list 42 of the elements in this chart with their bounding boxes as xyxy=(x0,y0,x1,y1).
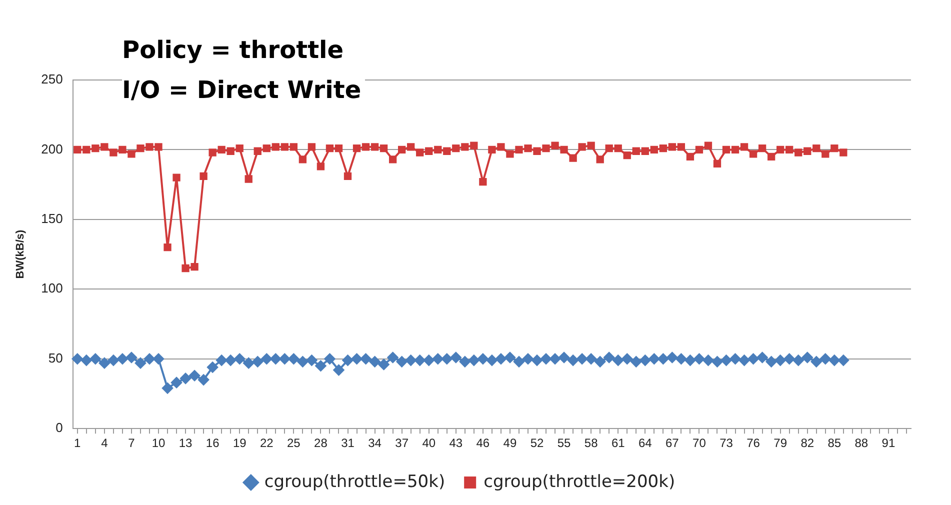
y-tick-label: 50 xyxy=(48,350,63,366)
x-tick-label: 73 xyxy=(720,436,734,450)
x-tick-label: 19 xyxy=(232,436,247,450)
x-tick-label: 91 xyxy=(882,436,896,450)
y-tick-label: 0 xyxy=(56,420,63,436)
x-tick-label: 4 xyxy=(101,436,108,450)
chart-subtitle: I/O = Direct Write xyxy=(122,70,366,110)
x-tick-label: 10 xyxy=(152,436,166,450)
x-tick-label: 13 xyxy=(178,436,193,450)
x-tick-label: 70 xyxy=(692,436,706,450)
y-axis-title: BW(kB/s) xyxy=(14,230,27,279)
x-tick-label: 52 xyxy=(530,436,544,450)
x-tick-label: 28 xyxy=(314,436,328,450)
x-tick-label: 37 xyxy=(395,436,409,450)
x-tick-label: 25 xyxy=(287,436,301,450)
x-tick-label: 88 xyxy=(854,436,868,450)
x-tick-label: 31 xyxy=(341,436,355,450)
y-tick-label: 200 xyxy=(41,141,63,156)
x-tick-label: 49 xyxy=(503,436,517,450)
legend-label: cgroup(throttle=50k) xyxy=(264,472,446,492)
x-tick-label: 79 xyxy=(774,436,788,450)
x-tick-label: 16 xyxy=(206,436,220,450)
x-tick-label: 82 xyxy=(800,436,814,450)
x-tick-label: 40 xyxy=(422,436,436,450)
x-tick-label: 61 xyxy=(611,436,626,450)
x-tick-label: 85 xyxy=(828,436,842,450)
x-tick-label: 43 xyxy=(449,436,463,450)
x-tick-label: 1 xyxy=(74,436,82,450)
x-tick-label: 58 xyxy=(584,436,598,450)
x-tick-label: 55 xyxy=(557,436,572,450)
y-tick-label: 150 xyxy=(41,211,63,226)
x-tick-label: 7 xyxy=(128,436,136,450)
x-tick-label: 22 xyxy=(260,436,274,450)
x-tick-label: 64 xyxy=(638,436,652,450)
x-tick-label: 34 xyxy=(368,436,382,450)
y-tick-label: 100 xyxy=(41,280,63,296)
x-tick-label: 46 xyxy=(476,436,490,450)
legend-label: cgroup(throttle=200k) xyxy=(484,472,676,492)
chart-title: Policy = throttle xyxy=(122,30,348,70)
x-tick-label: 76 xyxy=(746,436,760,450)
x-tick-label: 67 xyxy=(666,436,680,450)
y-tick-label: 250 xyxy=(41,72,63,87)
